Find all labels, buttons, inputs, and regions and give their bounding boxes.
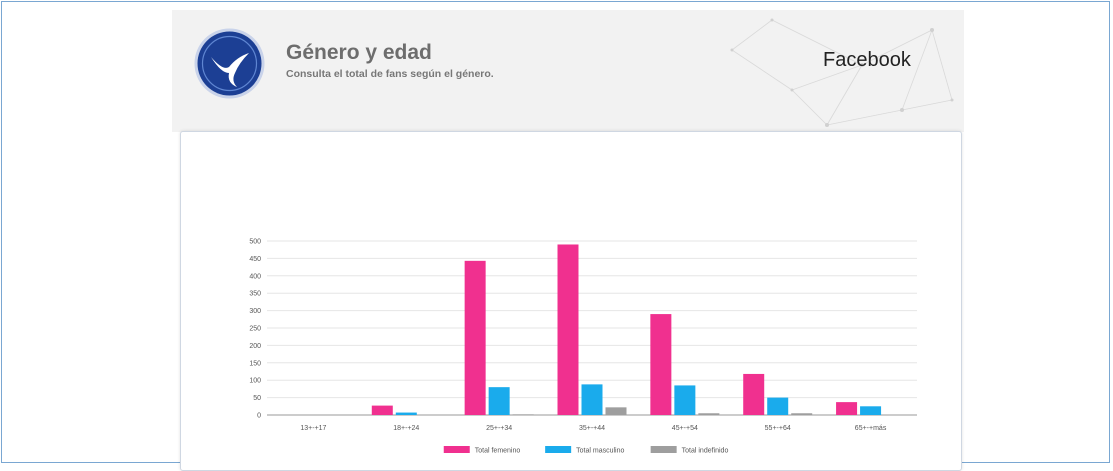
bar	[605, 407, 627, 415]
y-tick-label: 300	[249, 308, 261, 315]
x-tick-label: 45+-+54	[672, 425, 698, 432]
y-tick-label: 250	[249, 326, 261, 333]
network-background	[730, 18, 954, 127]
y-tick-label: 200	[249, 343, 261, 350]
bar	[512, 414, 534, 415]
y-tick-label: 150	[249, 360, 261, 367]
bar	[767, 397, 789, 415]
y-tick-label: 450	[249, 256, 261, 263]
legend-swatch	[545, 446, 572, 453]
y-tick-label: 100	[249, 378, 261, 385]
bar	[581, 384, 603, 415]
page-header: Género y edad Consulta el total de fans …	[172, 10, 964, 132]
x-tick-label: 13+-+17	[300, 425, 326, 432]
bar	[674, 385, 696, 415]
bar	[488, 387, 510, 415]
bar	[743, 373, 765, 415]
y-tick-label: 50	[253, 395, 261, 402]
page-subtitle: Consulta el total de fans según el géner…	[286, 68, 494, 80]
x-tick-label: 25+-+34	[486, 425, 512, 432]
y-tick-label: 350	[249, 291, 261, 298]
x-tick-label: 35+-+44	[579, 425, 605, 432]
x-tick-label: 65+-+más	[855, 425, 887, 432]
legend-swatch	[443, 446, 470, 453]
legend-label: Total femenino	[475, 448, 521, 455]
y-tick-label: 500	[249, 239, 261, 246]
legend-swatch	[650, 446, 677, 453]
bar	[836, 402, 858, 415]
bar	[371, 405, 393, 415]
bar	[464, 260, 486, 415]
y-tick-label: 0	[257, 413, 261, 420]
bar	[557, 244, 579, 415]
page-title: Género y edad	[286, 41, 432, 64]
x-tick-label: 55+-+64	[765, 425, 791, 432]
bar	[860, 406, 882, 415]
y-tick-label: 400	[249, 273, 261, 280]
legend-label: Total masculino	[576, 448, 624, 455]
swallow-logo-icon	[194, 28, 265, 99]
bar	[395, 412, 417, 415]
bar	[650, 314, 672, 415]
legend-label: Total indefinido	[682, 448, 729, 455]
bar	[791, 413, 813, 415]
x-tick-label: 18+-+24	[393, 425, 419, 432]
platform-label: Facebook	[823, 49, 911, 71]
bar	[698, 413, 720, 415]
bar-chart: 0 50 100 150 200 250 300 350 400 450 500 13+-+17 18+…	[249, 239, 917, 455]
